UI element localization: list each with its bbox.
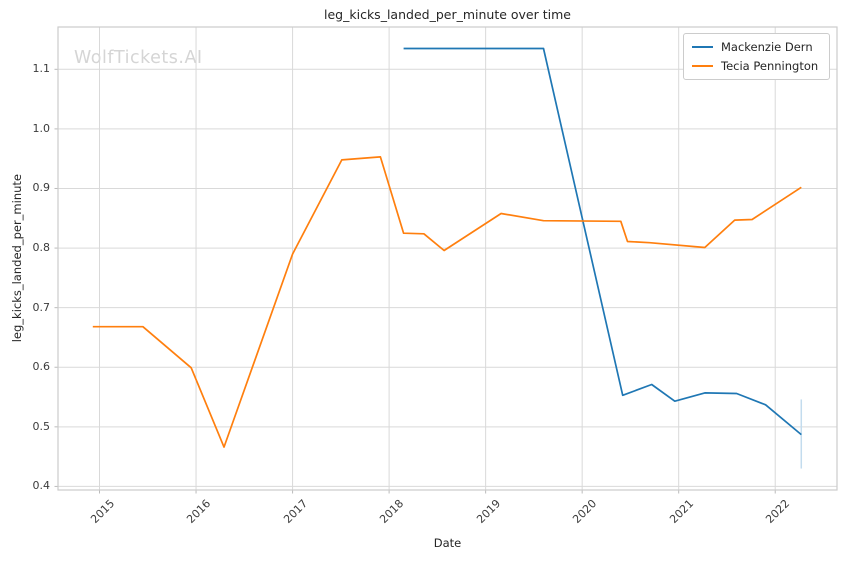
legend-label: Tecia Pennington <box>721 59 819 73</box>
series-line-mackenzie-dern <box>403 47 802 436</box>
chart-title: leg_kicks_landed_per_minute over time <box>324 7 571 22</box>
series-line-tecia-pennington <box>92 156 802 448</box>
legend-line-tecia-pennington-icon <box>692 65 713 67</box>
y-tick-label: 0.4 <box>32 479 51 493</box>
y-tick-label: 0.9 <box>32 181 51 195</box>
y-tick-label: 1.0 <box>32 121 51 135</box>
plot-border <box>57 26 838 491</box>
watermark: WolfTickets.AI <box>74 48 203 68</box>
legend-item: Mackenzie Dern <box>692 40 820 54</box>
y-tick-label: 0.7 <box>32 300 51 314</box>
y-tick-label: 1.1 <box>32 62 51 76</box>
x-axis-label: Date <box>433 536 462 550</box>
y-tick-label: 0.8 <box>32 241 51 255</box>
y-tick-label: 0.5 <box>32 419 51 433</box>
y-axis-label: leg_kicks_landed_per_minute <box>10 174 24 343</box>
legend: Mackenzie Dern Tecia Pennington <box>683 33 830 80</box>
legend-item: Tecia Pennington <box>692 59 820 73</box>
y-tick-label: 0.6 <box>32 360 51 374</box>
legend-label: Mackenzie Dern <box>721 40 813 54</box>
legend-line-mackenzie-dern-icon <box>692 46 713 48</box>
